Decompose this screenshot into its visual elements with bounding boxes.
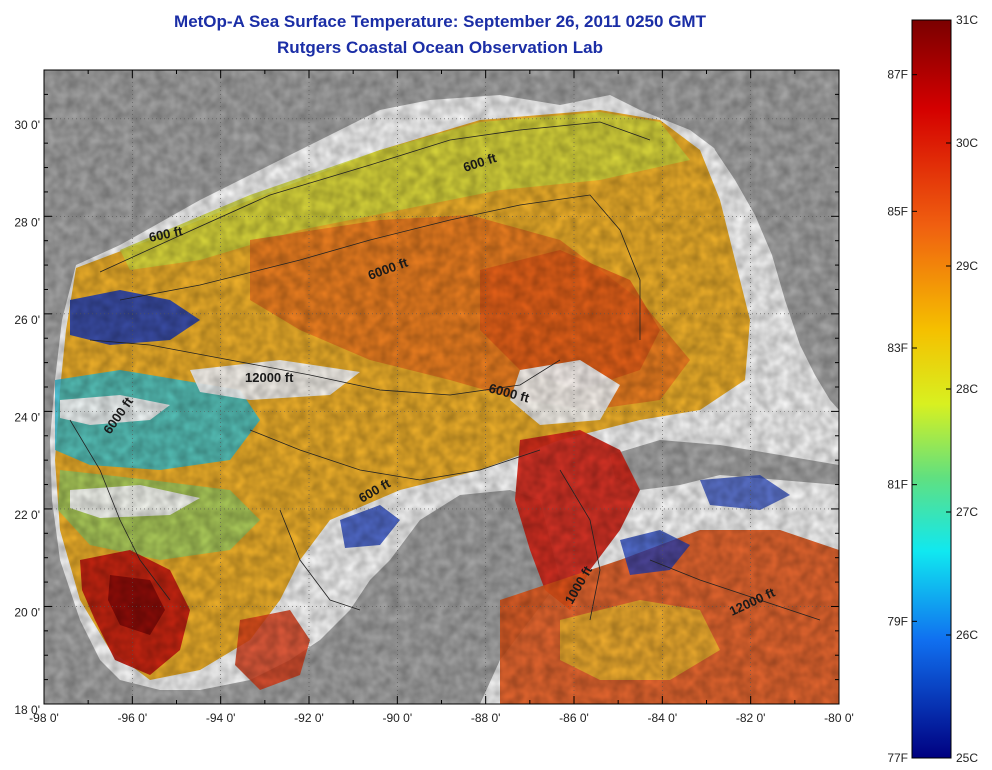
lon-label: -84 0': [648, 711, 678, 725]
colorbar-c-label: 28C: [956, 382, 978, 396]
lat-label: 26 0': [14, 313, 40, 327]
longitude-labels: -98 0' -96 0' -94 0' -92 0' -90 0' -88 0' -86 …: [29, 711, 854, 725]
lat-label: 18 0': [14, 703, 40, 717]
lon-label: -90 0': [383, 711, 413, 725]
lon-label: -82 0': [736, 711, 766, 725]
latitude-labels: 30 0' 28 0' 26 0' 24 0' 22 0' 20 0' 18 0': [14, 118, 40, 717]
colorbar-c-label: 31C: [956, 13, 978, 27]
lon-label: -88 0': [471, 711, 501, 725]
map-plot-area: 600 ft 600 ft 6000 ft 12000 ft 6000 ft 6…: [44, 70, 839, 704]
colorbar-gradient: [911, 19, 952, 759]
colorbar-labels: 31C 30C 29C 28C 27C 26C 25C 87F 85F 83F 81F 79F 77F: [887, 13, 978, 765]
colorbar: 31C 30C 29C 28C 27C 26C 25C 87F 85F 83F 81F 79F 77F: [887, 13, 978, 765]
lon-label: -96 0': [118, 711, 148, 725]
depth-contours: [69, 121, 821, 621]
lon-label: -98 0': [29, 711, 59, 725]
lon-label: -92 0': [294, 711, 324, 725]
lat-label: 20 0': [14, 606, 40, 620]
graticule-lines: [44, 70, 839, 704]
lat-label: 30 0': [14, 118, 40, 132]
lon-label: -94 0': [206, 711, 236, 725]
colorbar-f-label: 87F: [887, 68, 908, 82]
axis-ticks: [43, 69, 840, 705]
lon-label: -86 0': [559, 711, 589, 725]
contour-label: 12000 ft: [245, 370, 294, 385]
map-subtitle: Rutgers Coastal Ocean Observation Lab: [277, 38, 603, 57]
map-title: MetOp-A Sea Surface Temperature: Septemb…: [174, 12, 706, 31]
lat-label: 24 0': [14, 411, 40, 425]
lat-label: 28 0': [14, 216, 40, 230]
colorbar-c-label: 26C: [956, 628, 978, 642]
colorbar-f-label: 79F: [887, 614, 908, 628]
colorbar-f-label: 77F: [887, 751, 908, 765]
colorbar-f-label: 85F: [887, 204, 908, 218]
colorbar-c-label: 30C: [956, 136, 978, 150]
colorbar-f-label: 81F: [887, 478, 908, 492]
sst-data-layer: [44, 70, 839, 704]
colorbar-c-label: 27C: [956, 505, 978, 519]
colorbar-ticks: [912, 19, 951, 759]
contour-label: 600 ft: [148, 223, 185, 245]
colorbar-c-label: 29C: [956, 259, 978, 273]
colorbar-c-label: 25C: [956, 751, 978, 765]
lat-label: 22 0': [14, 508, 40, 522]
colorbar-f-label: 83F: [887, 341, 908, 355]
lon-label: -80 0': [824, 711, 854, 725]
